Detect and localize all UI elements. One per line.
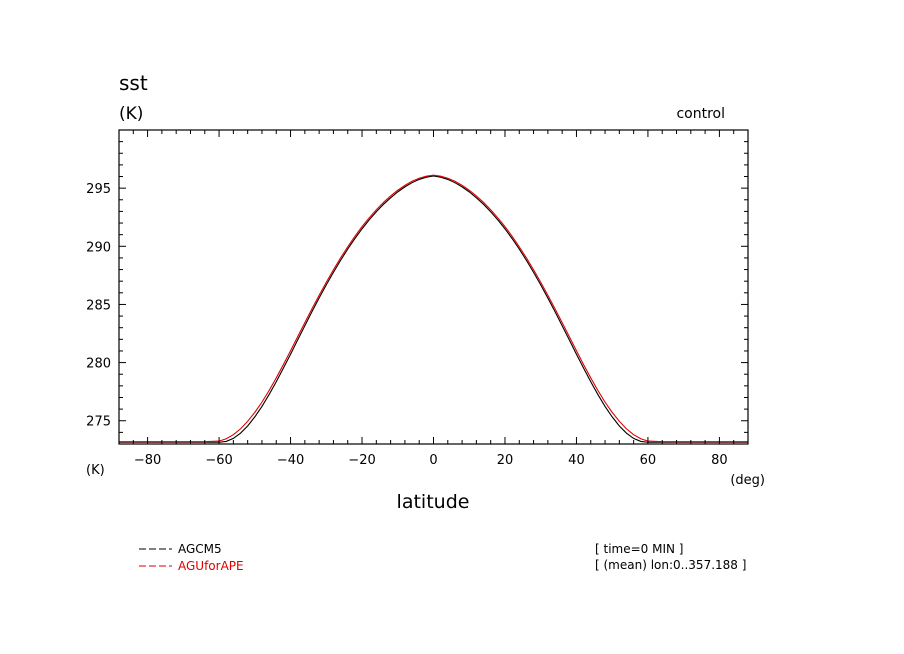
x-axis-label: latitude bbox=[397, 491, 470, 513]
x-tick-label: −20 bbox=[348, 453, 375, 468]
x-tick-label: 0 bbox=[429, 453, 437, 468]
y-tick-label: 290 bbox=[86, 240, 111, 255]
x-tick-label: 80 bbox=[711, 453, 728, 468]
x-tick-label: 20 bbox=[497, 453, 514, 468]
legend-label-agcm5: AGCM5 bbox=[178, 542, 222, 556]
x-tick-label: −60 bbox=[205, 453, 232, 468]
chart-title: sst bbox=[119, 71, 148, 95]
series-line-agcm5 bbox=[119, 175, 748, 443]
x-tick-label: −80 bbox=[134, 453, 161, 468]
corner-label: control bbox=[676, 106, 725, 122]
x-tick-label: 40 bbox=[568, 453, 585, 468]
axis-ticks: −80 −60 −40 −20 0 20 40 60 80 275 280 285 290 295 bbox=[86, 130, 749, 468]
y-tick-label: 295 bbox=[86, 182, 111, 197]
x-tick-label: −40 bbox=[277, 453, 304, 468]
y-tick-label: 275 bbox=[86, 415, 111, 430]
x-tick-label: 60 bbox=[640, 453, 657, 468]
y-axis-unit-bottom: (K) bbox=[86, 463, 105, 478]
unit-label: (K) bbox=[119, 104, 143, 124]
y-tick-label: 285 bbox=[86, 298, 111, 313]
plot-frame bbox=[118, 129, 749, 445]
series-line-aguforape bbox=[119, 174, 748, 443]
note-mean-lon: [ (mean) lon:0..357.188 ] bbox=[595, 558, 746, 572]
y-tick-label: 280 bbox=[86, 357, 111, 372]
legend-label-aguforape: AGUforAPE bbox=[178, 559, 244, 573]
legend: AGCM5 AGUforAPE bbox=[139, 542, 244, 573]
x-axis-unit: (deg) bbox=[730, 473, 765, 488]
note-time: [ time=0 MIN ] bbox=[595, 542, 683, 556]
series-layer bbox=[119, 174, 748, 443]
